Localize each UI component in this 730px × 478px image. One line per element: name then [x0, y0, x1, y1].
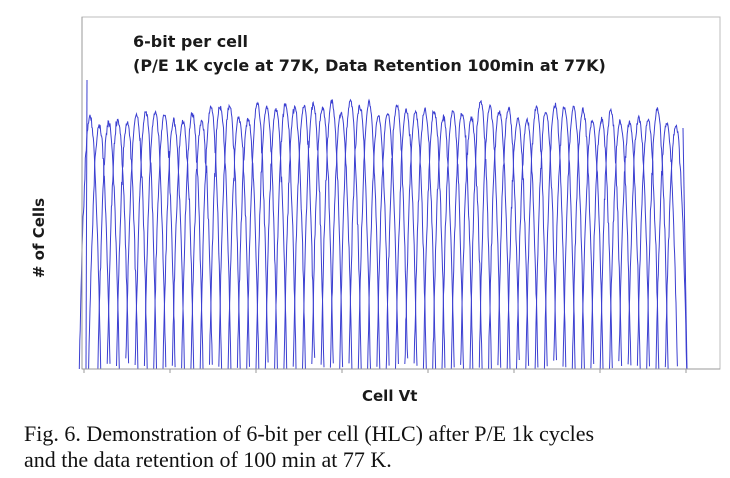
state-curve	[534, 111, 557, 370]
x-axis-label: Cell Vt	[362, 387, 417, 405]
state-curve	[88, 123, 111, 370]
annotation-line-2: (P/E 1K cycle at 77K, Data Retention 100…	[133, 56, 606, 75]
state-curve	[367, 114, 390, 370]
state-curve	[246, 101, 269, 370]
state-curve	[460, 116, 483, 370]
state-curve	[525, 105, 548, 369]
state-curve	[422, 109, 446, 370]
state-curve	[218, 103, 241, 370]
state-curve	[543, 102, 567, 370]
state-curve	[627, 114, 650, 367]
state-curve	[199, 105, 223, 370]
state-curve	[609, 119, 632, 370]
state-curve	[478, 104, 502, 368]
state-curve	[348, 104, 371, 370]
state-curve	[134, 111, 157, 370]
state-curve	[236, 117, 260, 370]
state-curve	[264, 108, 288, 370]
state-curve	[339, 98, 362, 370]
edge-trace	[682, 127, 688, 370]
state-curve	[292, 104, 316, 367]
y-axis-label: # of Cells	[30, 198, 48, 278]
state-curve	[646, 107, 669, 370]
state-curve	[488, 110, 511, 370]
state-curve	[106, 118, 130, 364]
state-distributions	[78, 79, 688, 370]
state-curve	[581, 119, 604, 370]
state-curve	[302, 100, 325, 370]
state-curve	[497, 106, 520, 366]
state-curve	[78, 114, 102, 370]
annotation-line-1: 6-bit per cell	[133, 32, 248, 51]
state-curve	[590, 116, 613, 369]
x-axis-ticks	[83, 369, 687, 373]
state-curve	[571, 107, 595, 370]
state-curve	[618, 120, 641, 370]
state-curve	[450, 112, 474, 370]
state-curve	[432, 114, 455, 370]
state-curve	[171, 119, 195, 370]
state-curve	[227, 116, 250, 370]
state-curve	[506, 116, 530, 370]
state-curve	[162, 117, 185, 370]
state-curve	[357, 98, 381, 370]
caption-line-2: and the data retention of 100 min at 77 …	[24, 447, 392, 472]
state-curve	[413, 107, 437, 370]
state-curve	[209, 105, 232, 370]
caption-line-1: Fig. 6. Demonstration of 6-bit per cell …	[24, 421, 595, 446]
state-curve	[516, 117, 539, 370]
state-curve	[395, 108, 418, 370]
chart: 6-bit per cell (P/E 1K cycle at 77K, Dat…	[30, 16, 721, 405]
state-curve	[311, 106, 334, 365]
figure-caption: Fig. 6. Demonstration of 6-bit per cell …	[24, 421, 724, 473]
state-curve	[190, 119, 213, 370]
state-curve	[329, 111, 353, 370]
state-curve	[320, 99, 344, 368]
state-curve	[655, 121, 678, 370]
state-curve	[664, 124, 688, 370]
state-curve	[553, 106, 576, 370]
state-curve	[255, 105, 278, 370]
state-curve	[385, 104, 409, 370]
state-curve	[469, 99, 492, 370]
state-curve	[125, 111, 148, 370]
state-curve	[636, 118, 660, 370]
state-curve	[274, 102, 297, 370]
state-curve	[97, 120, 120, 370]
state-curve	[153, 114, 176, 370]
state-curve	[404, 109, 427, 369]
state-curve	[376, 112, 399, 367]
state-curve	[143, 109, 167, 368]
edge-trace	[85, 79, 88, 370]
state-curve	[116, 121, 139, 370]
state-curve	[441, 110, 464, 370]
state-curve	[181, 111, 204, 370]
state-curve	[599, 107, 623, 370]
state-curve	[562, 105, 585, 370]
state-curve	[283, 104, 306, 370]
